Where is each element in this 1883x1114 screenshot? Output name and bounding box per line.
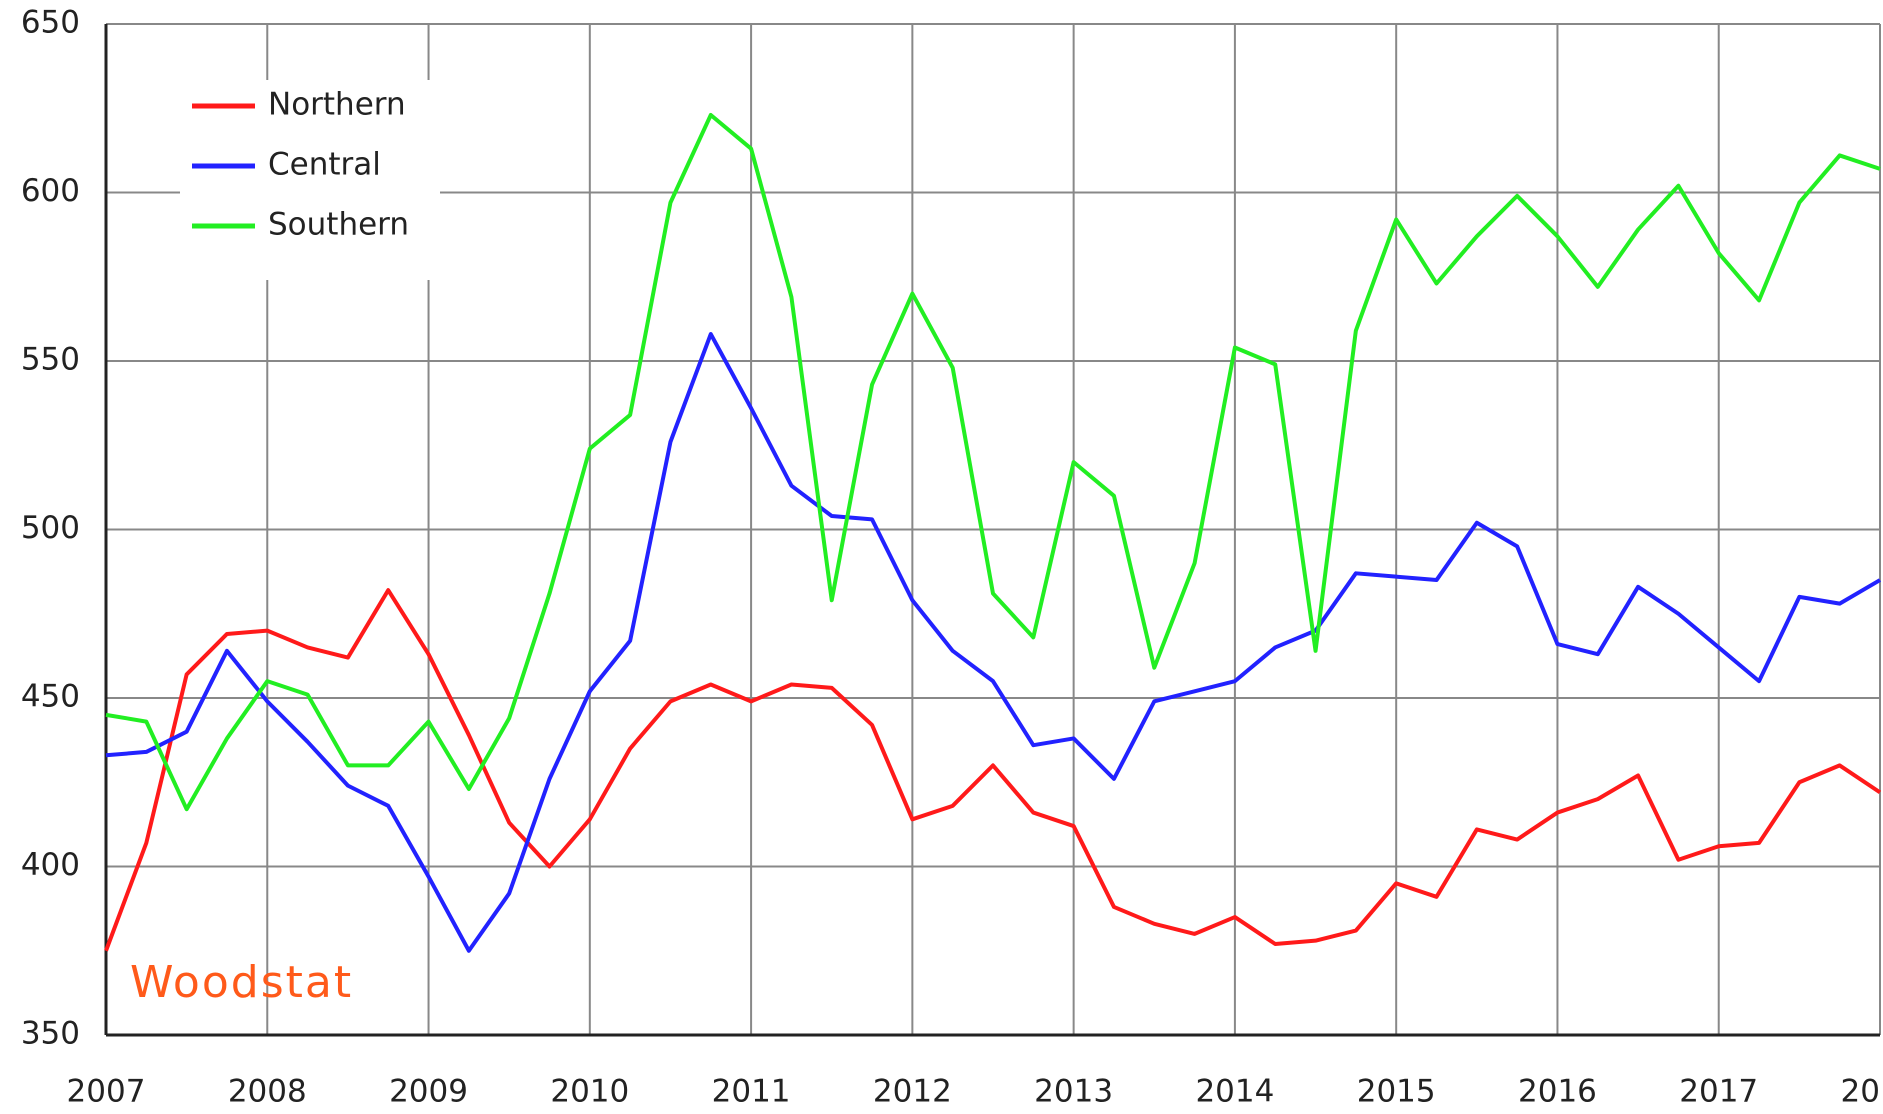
x-tick-label: 2013 [1034,1074,1113,1110]
x-tick-label: 2011 [712,1074,791,1110]
x-tick-label: 2016 [1518,1074,1597,1110]
legend-label: Southern [268,207,409,243]
x-tick-label: 2015 [1357,1074,1436,1110]
y-tick-label: 650 [21,5,80,41]
y-tick-label: 350 [21,1016,80,1052]
data-line [105,112,1881,812]
x-tick-label: 2017 [1679,1074,1758,1110]
x-tick-label: 2009 [389,1074,468,1110]
y-tick-label: 450 [21,679,80,715]
legend-label: Central [268,147,381,183]
legend-label: Northern [268,87,406,123]
x-tick-label: 2018 [1841,1074,1883,1110]
y-tick-label: 600 [21,173,80,209]
data-line [105,332,1882,953]
data-line [104,588,1882,952]
x-tick-label: 2014 [1195,1074,1274,1110]
x-tick-label: 2010 [550,1074,629,1110]
legend-box [180,80,440,280]
x-tick-label: 2008 [228,1074,307,1110]
x-tick-label: 2012 [873,1074,952,1110]
y-tick-label: 400 [21,847,80,883]
y-tick-label: 500 [21,510,80,546]
y-tick-label: 550 [21,342,80,378]
x-tick-label: 2007 [67,1074,146,1110]
watermark: Woodstat [130,957,353,1008]
